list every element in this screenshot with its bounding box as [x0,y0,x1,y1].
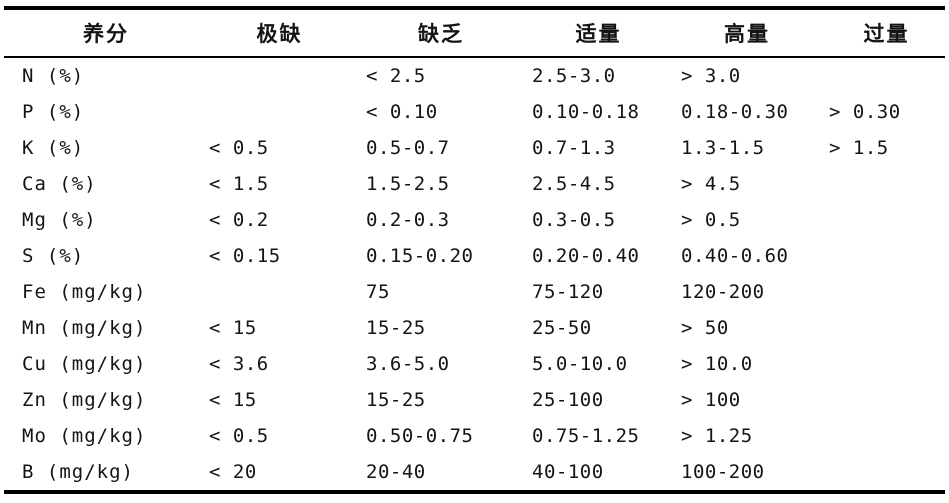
range-value-cell: < 0.5 [209,425,269,447]
table-row: B (mg/kg) < 20 20-40 40-100 100-200 [4,454,945,492]
range-value-cell [814,238,945,274]
range-value-cell: 5.0-10.0 [532,353,628,375]
range-value-cell: 0.10-0.18 [532,101,640,123]
range-value-cell: 1.3-1.5 [681,137,765,159]
nutrient-ranges-table: 养分 极缺 缺乏 适量 高量 过量 N (%) < 2.5 2.5-3.0 > 3.0 P (%)… [4,6,945,494]
range-value-cell: 0.18-0.30 [681,101,789,123]
range-value-cell: 40-100 [532,461,604,483]
range-value-cell: 25-100 [532,389,604,411]
range-value-cell: 75-120 [532,281,604,303]
range-value-cell: > 1.25 [681,425,753,447]
nutrient-label: Fe (mg/kg) [22,281,147,303]
nutrient-label: Mg (%) [22,209,97,231]
table-row: K (%) < 0.5 0.5-0.7 0.7-1.3 1.3-1.5 > 1.5 [4,130,945,166]
nutrient-label: P (%) [22,101,85,123]
range-value-cell [814,346,945,382]
table-row: P (%) < 0.10 0.10-0.18 0.18-0.30 > 0.30 [4,94,945,130]
range-value-cell: < 15 [209,317,257,339]
range-value-cell [814,166,945,202]
table-row: Fe (mg/kg) 75 75-120 120-200 [4,274,945,310]
range-value-cell [194,57,351,94]
range-value-cell [814,418,945,454]
nutrient-label: B (mg/kg) [22,461,134,483]
column-header-2: 缺乏 [351,8,517,58]
table-row: Mn (mg/kg) < 15 15-25 25-50 > 50 [4,310,945,346]
range-value-cell: 100-200 [681,461,765,483]
range-value-cell: < 0.10 [366,101,438,123]
range-value-cell [814,57,945,94]
nutrient-label: Zn (mg/kg) [22,389,147,411]
table-row: S (%) < 0.15 0.15-0.20 0.20-0.40 0.40-0.60 [4,238,945,274]
range-value-cell: > 4.5 [681,173,741,195]
nutrient-label: Mn (mg/kg) [22,317,147,339]
range-value-cell: 2.5-4.5 [532,173,616,195]
table-body: N (%) < 2.5 2.5-3.0 > 3.0 P (%) < 0.10 0.10-0.… [4,57,945,492]
range-value-cell: < 2.5 [366,65,426,87]
range-value-cell: < 15 [209,389,257,411]
nutrient-label: Ca (%) [22,173,97,195]
nutrient-label: N (%) [22,65,85,87]
range-value-cell: 0.40-0.60 [681,245,789,267]
range-value-cell: 15-25 [366,389,426,411]
column-header-1: 极缺 [194,8,351,58]
range-value-cell [194,94,351,130]
range-value-cell: 25-50 [532,317,592,339]
range-value-cell: 15-25 [366,317,426,339]
range-value-cell: 20-40 [366,461,426,483]
column-header-3: 适量 [517,8,666,58]
range-value-cell: 0.50-0.75 [366,425,474,447]
range-value-cell: 1.5-2.5 [366,173,450,195]
column-header-4: 高量 [666,8,814,58]
range-value-cell: 2.5-3.0 [532,65,616,87]
column-header-5: 过量 [814,8,945,58]
range-value-cell: 120-200 [681,281,765,303]
range-value-cell: > 50 [681,317,729,339]
range-value-cell: 0.75-1.25 [532,425,640,447]
range-value-cell: 0.20-0.40 [532,245,640,267]
range-value-cell: 0.15-0.20 [366,245,474,267]
range-value-cell: > 10.0 [681,353,753,375]
range-value-cell: 75 [366,281,390,303]
nutrient-label: Cu (mg/kg) [22,353,147,375]
range-value-cell: < 0.15 [209,245,281,267]
range-value-cell [814,382,945,418]
range-value-cell: > 3.0 [681,65,741,87]
column-header-0: 养分 [4,8,194,58]
table-row: Ca (%) < 1.5 1.5-2.5 2.5-4.5 > 4.5 [4,166,945,202]
range-value-cell: > 0.30 [829,101,901,123]
nutrient-label: Mo (mg/kg) [22,425,147,447]
range-value-cell: 0.3-0.5 [532,209,616,231]
table-row: Mo (mg/kg) < 0.5 0.50-0.75 0.75-1.25 > 1.25 [4,418,945,454]
range-value-cell: > 100 [681,389,741,411]
range-value-cell [814,454,945,492]
range-value-cell [194,274,351,310]
table-row: Zn (mg/kg) < 15 15-25 25-100 > 100 [4,382,945,418]
range-value-cell: < 1.5 [209,173,269,195]
nutrient-label: S (%) [22,245,85,267]
range-value-cell [814,310,945,346]
table-row: N (%) < 2.5 2.5-3.0 > 3.0 [4,57,945,94]
range-value-cell: < 3.6 [209,353,269,375]
nutrient-label: K (%) [22,137,85,159]
range-value-cell: 0.5-0.7 [366,137,450,159]
range-value-cell: 3.6-5.0 [366,353,450,375]
range-value-cell: > 1.5 [829,137,889,159]
range-value-cell: < 20 [209,461,257,483]
range-value-cell: > 0.5 [681,209,741,231]
table-header-row: 养分 极缺 缺乏 适量 高量 过量 [4,8,945,58]
table-row: Cu (mg/kg) < 3.6 3.6-5.0 5.0-10.0 > 10.0 [4,346,945,382]
range-value-cell: 0.2-0.3 [366,209,450,231]
table-header: 养分 极缺 缺乏 适量 高量 过量 [4,8,945,58]
table-row: Mg (%) < 0.2 0.2-0.3 0.3-0.5 > 0.5 [4,202,945,238]
range-value-cell: < 0.5 [209,137,269,159]
range-value-cell: 0.7-1.3 [532,137,616,159]
range-value-cell: < 0.2 [209,209,269,231]
range-value-cell [814,202,945,238]
range-value-cell [814,274,945,310]
